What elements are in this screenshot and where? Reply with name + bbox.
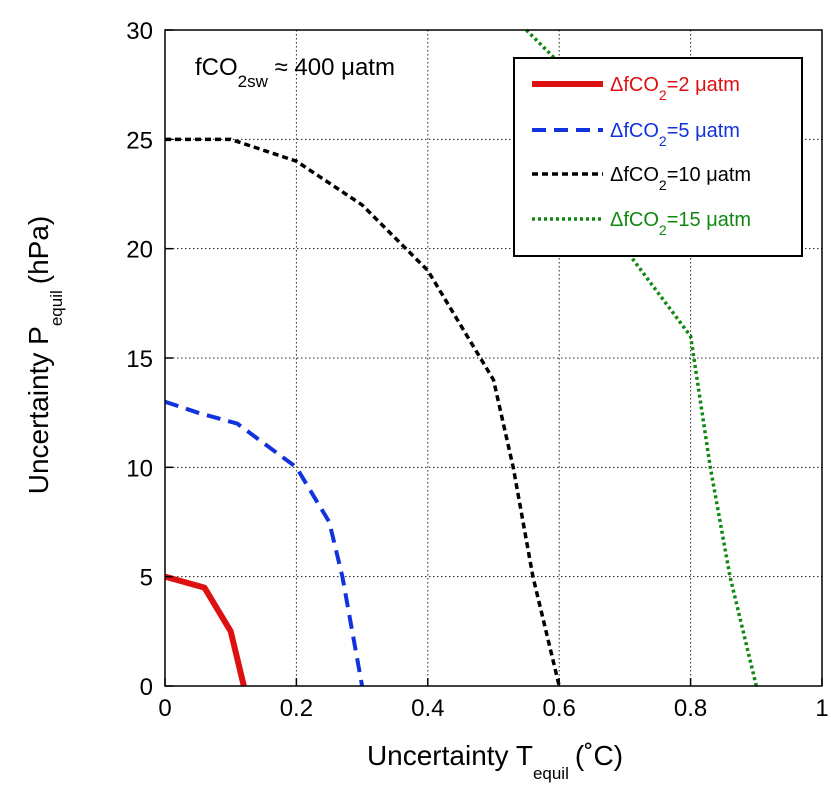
legend: ΔfCO2=2 μatm ΔfCO2=5 μatm ΔfCO2=10 μatm ΔfC… [513, 57, 803, 257]
x-tick-label: 0.4 [411, 695, 444, 722]
y-tick-label: 5 [140, 565, 153, 592]
x-tick-label: 0.8 [674, 695, 707, 722]
x-tick-label: 0 [158, 695, 171, 722]
y-axis-title: Uncertainty Pequil(hPa) [23, 216, 66, 494]
y-tick-label: 15 [126, 346, 153, 373]
series-line-3 [165, 137, 561, 687]
x-ticks: 0 0.2 0.4 0.6 0.8 1 [158, 678, 829, 722]
legend-label: ΔfCO2=10 μatm [610, 164, 751, 193]
x-tick-label: 1 [815, 695, 828, 722]
y-tick-label: 30 [126, 18, 153, 45]
y-tick-label: 0 [140, 674, 153, 701]
y-ticks: 0 5 10 15 20 25 30 [126, 18, 173, 701]
y-tick-label: 25 [126, 127, 153, 154]
y-tick-label: 20 [126, 237, 153, 264]
legend-box [513, 57, 803, 257]
legend-label: ΔfCO2=15 μatm [610, 209, 751, 238]
y-tick-label: 10 [126, 455, 153, 482]
legend-label: ΔfCO2=5 μatm [610, 120, 740, 149]
x-tick-label: 0.6 [543, 695, 576, 722]
legend-label: ΔfCO2=2 μatm [610, 74, 740, 103]
x-axis-title: Uncertainty Tequil(˚C) [367, 740, 623, 783]
annotation: fCO2sw ≈ 400 μatm [195, 54, 395, 91]
series-line-2 [164, 399, 365, 687]
series-line-1 [164, 573, 247, 687]
x-tick-label: 0.2 [280, 695, 313, 722]
